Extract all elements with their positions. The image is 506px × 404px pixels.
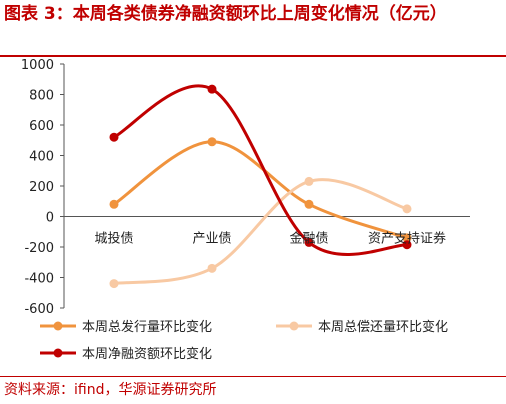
legend-label: 本周净融资额环比变化: [82, 346, 212, 362]
data-point: [109, 279, 119, 289]
data-point: [109, 199, 119, 209]
source-divider: [0, 376, 506, 377]
data-point: [109, 132, 119, 142]
x-category-label: 城投债: [94, 231, 133, 247]
x-category-label: 资产支持证券: [368, 231, 446, 247]
data-point: [207, 137, 217, 147]
y-tick-label: 1000: [21, 58, 54, 73]
data-point: [207, 263, 217, 273]
y-tick-label: 400: [29, 150, 54, 165]
x-category-label: 产业债: [192, 232, 231, 247]
legend-marker: [53, 321, 63, 331]
y-tick-label: -600: [24, 302, 54, 317]
y-tick-label: 800: [29, 89, 54, 104]
data-point: [402, 240, 412, 250]
y-tick-label: 0: [46, 211, 54, 226]
y-tick-label: -200: [24, 241, 54, 256]
data-point: [304, 199, 314, 209]
y-tick-label: 200: [29, 180, 54, 195]
data-point: [304, 237, 314, 247]
legend-marker: [289, 321, 299, 331]
legend-label: 本周总发行量环比变化: [82, 319, 212, 335]
data-point: [304, 176, 314, 186]
legend-label: 本周总偿还量环比变化: [318, 319, 448, 335]
title-divider: [0, 55, 506, 57]
chart-title: 图表 3：本周各类债券净融资额环比上周变化情况（亿元）: [4, 4, 447, 24]
y-tick-label: 600: [29, 119, 54, 134]
series-line: [112, 84, 409, 256]
data-point: [207, 84, 217, 94]
source-note: 资料来源：ifind，华源证券研究所: [4, 382, 217, 398]
y-tick-label: -400: [24, 272, 54, 287]
series-line: [112, 140, 409, 240]
data-point: [402, 233, 412, 243]
data-point: [402, 204, 412, 214]
legend-marker: [53, 348, 63, 358]
series-line: [112, 178, 409, 286]
x-category-label: 金融债: [289, 231, 328, 247]
